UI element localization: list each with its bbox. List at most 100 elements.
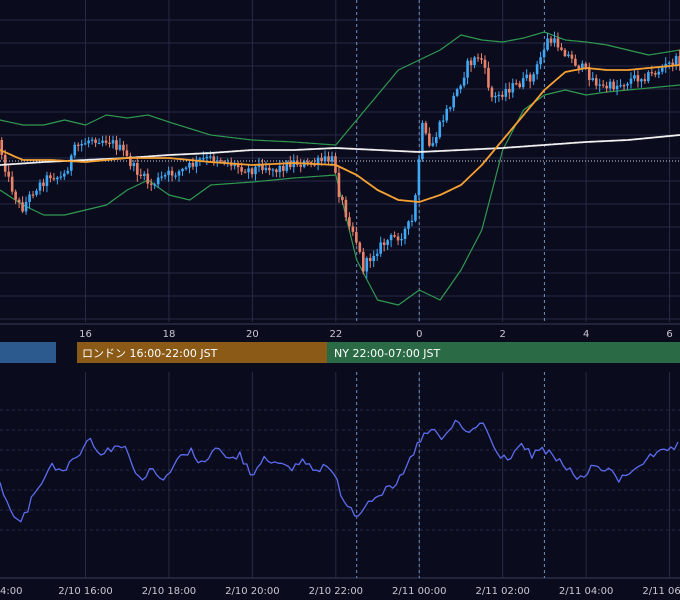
candle-body	[198, 158, 202, 160]
candle-body	[136, 163, 139, 175]
candle-body	[101, 140, 104, 143]
candle-body	[188, 162, 191, 168]
candle-body	[104, 140, 108, 143]
candle-body	[667, 62, 671, 64]
candle-body	[261, 164, 264, 171]
candle-body	[97, 142, 101, 145]
candle-body	[615, 85, 619, 90]
candle-body	[647, 72, 650, 82]
candle-body	[549, 38, 553, 43]
candle-body	[257, 164, 261, 167]
candle-body	[574, 58, 577, 66]
candle-body	[125, 150, 129, 157]
candle-body	[271, 169, 275, 171]
candle-body	[365, 258, 369, 272]
candle-body	[233, 163, 236, 166]
candle-body	[177, 171, 181, 176]
candle-body	[3, 154, 7, 172]
osc-x-tick-label-0: 2/10 16:00	[58, 586, 112, 597]
candlesticks	[0, 31, 680, 279]
candle-body	[598, 84, 601, 86]
candle-body	[59, 176, 63, 178]
candle-body	[476, 57, 480, 59]
candle-body	[205, 156, 209, 159]
candle-body	[577, 65, 581, 69]
session-london-label: ロンドン 16:00-22:00 JST	[82, 347, 218, 360]
main-x-tick-label-2: 20	[246, 329, 259, 340]
candle-body	[546, 38, 549, 50]
candle-body	[660, 67, 664, 72]
candle-body	[73, 144, 77, 156]
session-tokyo	[0, 342, 56, 363]
candle-body	[323, 156, 327, 162]
candle-body	[462, 77, 466, 86]
candle-body	[156, 177, 160, 185]
candle-body	[268, 167, 271, 171]
session-london	[77, 342, 327, 363]
candle-body	[264, 167, 268, 171]
candle-body	[83, 143, 87, 145]
candle-body	[361, 251, 365, 272]
candle-body	[146, 173, 150, 184]
candle-body	[212, 156, 216, 162]
candle-body	[87, 140, 90, 144]
main-x-tick-label-0: 16	[79, 329, 92, 340]
osc-x-tick-label-2: 2/10 20:00	[225, 586, 279, 597]
main-x-tick-label-4: 0	[416, 329, 422, 340]
candle-body	[382, 242, 386, 246]
candle-body	[483, 59, 487, 68]
candle-body	[386, 240, 389, 246]
candle-body	[448, 107, 452, 109]
candle-body	[466, 60, 469, 78]
candle-body	[115, 140, 118, 150]
candle-body	[170, 170, 174, 176]
candle-body	[52, 178, 56, 180]
candle-body	[518, 83, 522, 88]
candle-body	[556, 38, 560, 48]
candle-body	[163, 175, 167, 177]
candle-body	[525, 74, 528, 79]
candle-body	[330, 156, 334, 162]
candle-body	[407, 221, 410, 229]
session-ny	[327, 342, 680, 363]
candle-body	[375, 253, 379, 256]
candle-body	[445, 108, 449, 121]
candle-body	[118, 144, 122, 150]
main-x-tick-label-6: 4	[583, 329, 589, 340]
candle-body	[142, 173, 146, 176]
marker-lines	[356, 0, 545, 578]
candle-body	[10, 176, 14, 192]
moving-averages	[0, 64, 680, 203]
candle-body	[626, 83, 629, 86]
candle-body	[521, 78, 525, 88]
candle-body	[636, 75, 640, 82]
candle-body	[612, 81, 615, 90]
main-x-axis: 16 18 20 22 0 2 4 6	[79, 329, 673, 340]
candle-body	[42, 182, 45, 186]
candle-body	[31, 194, 35, 196]
candle-body	[215, 160, 219, 162]
candle-body	[288, 161, 292, 168]
candle-body	[28, 194, 31, 202]
main-x-tick-label-1: 18	[163, 329, 176, 340]
candle-body	[236, 163, 240, 168]
candle-body	[38, 182, 42, 191]
candle-body	[678, 56, 680, 65]
main-x-tick-label-3: 22	[329, 329, 342, 340]
candle-body	[122, 144, 125, 151]
candle-body	[282, 165, 285, 171]
candle-body	[438, 121, 442, 138]
candle-body	[657, 71, 661, 75]
candle-body	[608, 81, 612, 89]
candle-body	[622, 85, 626, 87]
candle-body	[414, 195, 417, 221]
candle-body	[80, 144, 83, 146]
candle-body	[49, 175, 52, 179]
osc-x-tick-label-1: 2/10 18:00	[142, 586, 196, 597]
candle-body	[619, 85, 622, 87]
candle-body	[587, 67, 591, 81]
candle-body	[487, 67, 490, 88]
candle-body	[452, 95, 455, 108]
candle-body	[553, 38, 556, 43]
